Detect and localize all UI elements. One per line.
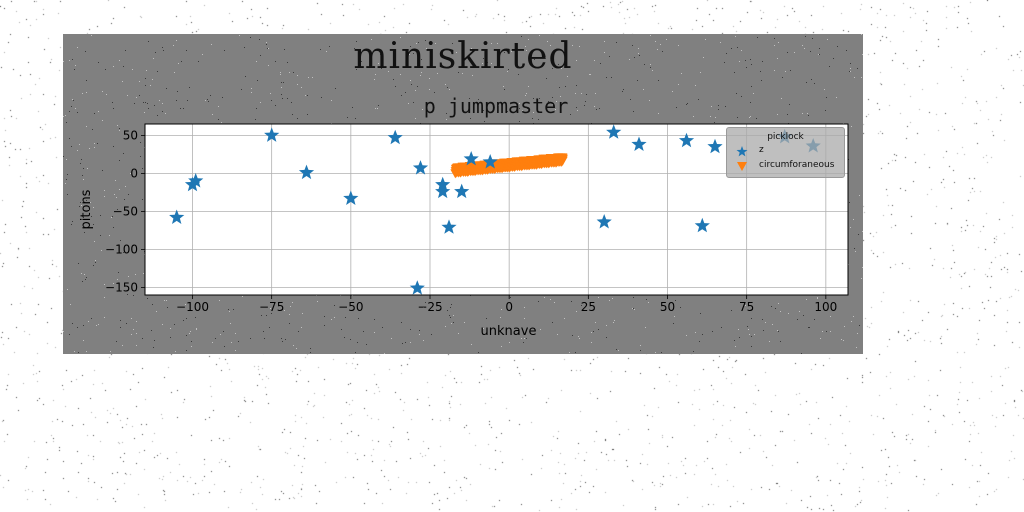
y-tick-label: −150 xyxy=(105,280,138,294)
chart-svg: −100 −75 −50 −25 0 25 50 75 100 50 0 −50 −100 −150 unk… xyxy=(63,34,863,354)
x-axis-label: unknave xyxy=(481,324,537,339)
data-point-z xyxy=(435,183,451,199)
x-tick-label: 25 xyxy=(581,300,596,314)
data-point-z xyxy=(409,280,425,295)
legend-title: picklock xyxy=(767,132,804,142)
data-point-z xyxy=(264,127,280,142)
data-point-z xyxy=(463,151,479,166)
chart-title: p jumpmaster xyxy=(423,94,569,118)
data-point-circumforaneous xyxy=(558,154,568,164)
x-tick-label: −50 xyxy=(338,300,363,314)
triangle-down-marker-icon xyxy=(737,162,747,171)
x-tick-label: −25 xyxy=(417,300,442,314)
data-point-z xyxy=(596,214,612,229)
legend-label-circumforaneous: circumforaneous xyxy=(759,160,835,170)
x-tick-label: −75 xyxy=(259,300,284,314)
x-tick-label: 100 xyxy=(814,300,837,314)
y-tick-label: 0 xyxy=(130,166,138,180)
x-tick-label: 0 xyxy=(505,300,513,314)
data-point-z xyxy=(707,138,723,154)
data-point-z xyxy=(482,154,498,169)
data-point-z xyxy=(694,217,710,233)
data-point-z xyxy=(606,124,622,139)
data-point-z xyxy=(387,129,403,145)
data-point-z xyxy=(188,173,204,188)
figure: −100 −75 −50 −25 0 25 50 75 100 50 0 −50 −100 −150 unk… xyxy=(63,34,863,354)
data-point-z xyxy=(169,209,185,224)
data-point-z xyxy=(454,183,470,199)
y-tick-label: −100 xyxy=(105,242,138,256)
x-tick-label: −100 xyxy=(176,300,209,314)
star-marker-icon xyxy=(736,146,748,157)
data-point-z xyxy=(631,136,647,151)
data-point-z xyxy=(441,219,457,234)
data-point-z xyxy=(412,160,429,175)
y-tick-label: −50 xyxy=(113,204,138,218)
legend-label-z: z xyxy=(759,145,764,155)
y-tick-label: 50 xyxy=(123,128,138,142)
data-point-z xyxy=(343,190,359,205)
data-point-z xyxy=(298,164,315,180)
figure-suptitle: miniskirted xyxy=(353,36,573,77)
axes-frame xyxy=(144,123,849,296)
x-tick-label: 50 xyxy=(660,300,675,314)
data-point-z xyxy=(678,132,695,148)
legend: picklock z circumforaneous xyxy=(726,127,845,178)
y-axis-label: pitons xyxy=(79,189,94,229)
x-tick-label: 75 xyxy=(739,300,754,314)
